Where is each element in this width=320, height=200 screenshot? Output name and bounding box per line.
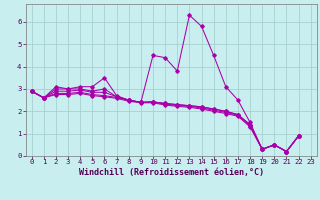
- X-axis label: Windchill (Refroidissement éolien,°C): Windchill (Refroidissement éolien,°C): [79, 168, 264, 177]
